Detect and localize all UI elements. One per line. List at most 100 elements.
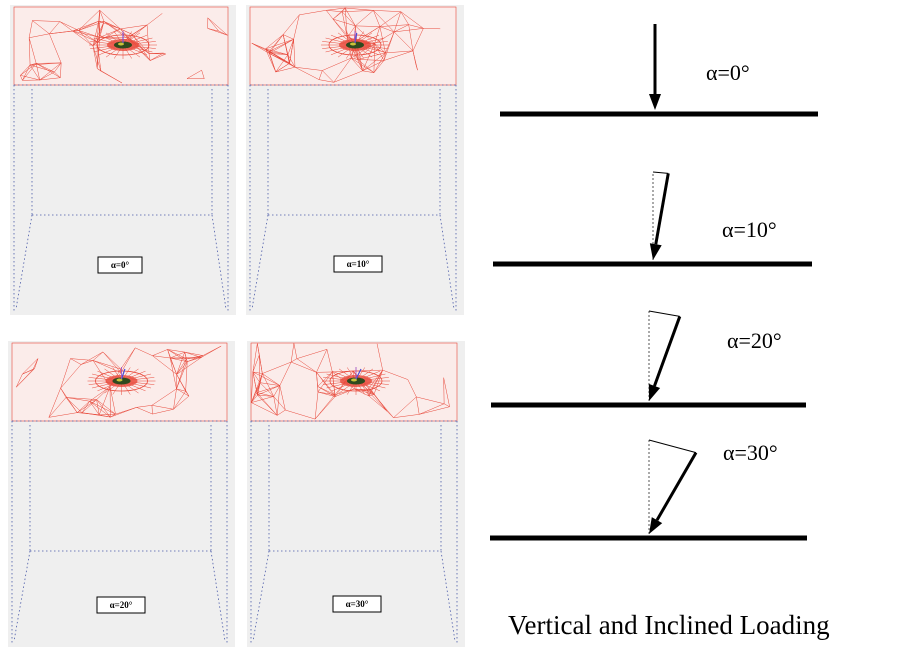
panel-label-box [97, 256, 143, 274]
mesh-edge [314, 396, 336, 420]
mesh-edge [333, 70, 363, 83]
mesh-edge [81, 399, 97, 413]
mesh-edge [120, 347, 136, 370]
mesh-edge [290, 343, 295, 363]
mesh-edge [60, 364, 82, 389]
mesh-edge [176, 361, 188, 389]
footing-highlight [350, 42, 356, 46]
mesh-edge [49, 21, 60, 34]
mesh-edge [29, 64, 40, 81]
mesh-edge [20, 64, 31, 76]
mesh-edge [251, 402, 278, 416]
mesh-edge [357, 52, 386, 60]
load-arrow-head [649, 94, 661, 110]
mesh-edge [275, 63, 290, 73]
mesh-edge [443, 377, 450, 407]
mesh-edge [379, 24, 409, 27]
load-arrow-small [355, 368, 362, 380]
mesh-edge [201, 345, 222, 358]
mesh-edge [32, 20, 60, 22]
mesh-edge [185, 361, 188, 392]
mesh-edge [173, 391, 186, 410]
mesh-edge [99, 21, 105, 38]
mesh-edge [80, 360, 94, 365]
mesh-edge [299, 10, 327, 16]
mesh-edge [367, 390, 388, 412]
mesh-edge [293, 39, 296, 68]
mesh-edge [373, 10, 401, 12]
mesh-edge [374, 26, 381, 44]
mesh-edge [400, 11, 424, 29]
mesh-edge [176, 352, 185, 375]
mesh-edge [251, 382, 261, 403]
mesh-edge [351, 57, 358, 60]
mesh-edge [48, 397, 67, 418]
angle-connector-line [652, 171, 669, 174]
mesh-edge [362, 70, 374, 73]
mesh-edge [97, 68, 102, 72]
mesh-edge [269, 51, 288, 55]
footing-highlight [351, 378, 357, 382]
mesh-edge [317, 371, 333, 387]
mesh-edge [170, 357, 188, 362]
mesh-edge [170, 357, 202, 359]
mesh-edge [78, 30, 98, 42]
mesh-edge [48, 412, 78, 418]
mesh-edge [268, 51, 296, 68]
mesh-edge [416, 396, 445, 405]
mesh-edge [296, 358, 317, 373]
mesh-edge [167, 349, 177, 375]
mesh-edge [408, 24, 414, 51]
mesh-edge [444, 403, 450, 407]
load-label-alpha-10: α=10° [722, 217, 777, 242]
mesh-edge [293, 343, 298, 359]
load-case-0 [500, 24, 818, 117]
mesh-edge [20, 63, 37, 76]
mesh-edge [135, 347, 153, 356]
mesh-edge [99, 9, 121, 30]
mesh-edge [60, 387, 67, 398]
mesh-edge [294, 66, 320, 80]
mesh-edge [265, 39, 294, 50]
load-arrow-head [648, 383, 661, 401]
mesh-edge [265, 34, 284, 50]
mesh-edge [367, 390, 370, 397]
mesh-edge [48, 388, 61, 418]
mesh-edge [265, 48, 277, 73]
mesh-edge [207, 28, 228, 36]
load-arrow-head [649, 517, 663, 534]
mesh-edge [35, 63, 41, 81]
panel-label-alpha-30: α=30° [346, 599, 369, 609]
mesh-edge [269, 34, 284, 54]
mesh-edge [256, 392, 274, 397]
mesh-edge [176, 388, 186, 392]
mesh-edge [383, 52, 386, 61]
mesh-edge [334, 388, 355, 396]
mesh-edge [373, 10, 395, 33]
mesh-edge [383, 31, 395, 61]
mesh-edge [96, 399, 116, 415]
mesh-edge [354, 388, 370, 397]
mesh-edge [282, 34, 290, 64]
mesh-edge [54, 62, 62, 73]
load-arrow-small [120, 368, 126, 380]
load-arrow-shaft [654, 173, 670, 245]
mesh-edge [176, 388, 190, 397]
mesh-edge [170, 351, 185, 359]
mesh-edge [279, 361, 292, 386]
mesh-edge [54, 71, 61, 78]
mesh-edge [385, 50, 413, 54]
mesh-lines [251, 7, 441, 83]
fe-panel-alpha-0 [10, 5, 236, 315]
mesh-edge [393, 396, 417, 418]
mesh-edge [259, 382, 280, 386]
mesh-edge [167, 349, 185, 353]
mesh-edge [28, 37, 31, 65]
mesh-edge [317, 386, 336, 396]
mesh-edge [49, 30, 73, 35]
mesh-edge [285, 409, 316, 420]
mesh-edge [282, 14, 300, 35]
mesh-edge [120, 24, 148, 30]
mesh-edge [186, 355, 203, 360]
